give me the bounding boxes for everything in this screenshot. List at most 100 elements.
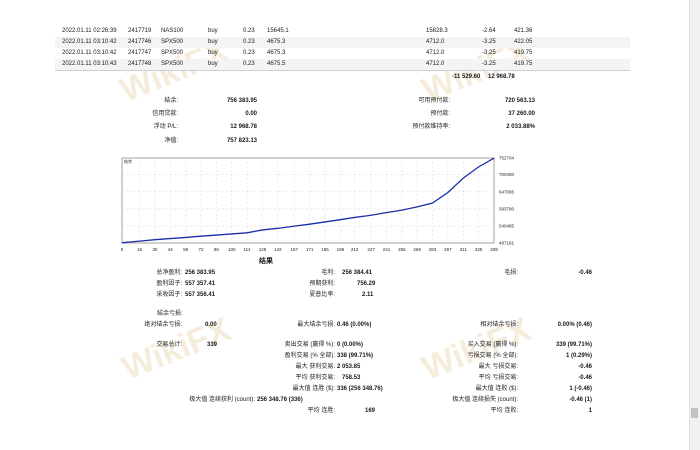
chart-data-point [200,235,202,237]
margin-value: 37 260.00 [508,111,535,117]
chart-x-tick-label: 142 [274,247,282,252]
gross-loss-value: -0.46 [578,270,592,276]
deal-type: buy [208,28,218,34]
avg-profit-label: 平均 获利交易: [295,375,335,381]
balance-label: 結余: [164,98,178,104]
chart-data-point [339,219,341,221]
expected-payoff-value: 756.29 [357,281,376,287]
max-consec-loss-value: -0.46 (1) [569,397,592,403]
deal-swap: -2.64 [482,28,496,34]
chart-data-point [354,216,356,218]
chart-data-point [370,214,372,216]
total-trades-label: 交易总计: [156,342,182,348]
avg-consec-losses-value: 1 [588,408,592,414]
gross-profit-value: 256 384.41 [342,270,373,276]
chart-y-tick-label: 540485 [499,223,515,228]
profit-factor-label: 盈利因子: [156,281,182,287]
results-title: 结果 [259,258,273,265]
chart-data-point [309,223,311,225]
deal-id: 2417719 [128,28,152,34]
vertical-scrollbar[interactable] [689,0,700,450]
deal-close-price: 4712.0 [426,61,445,67]
balance-chart: 0 16 30 44 58 72 86 100 114 128 142 157 171 185 199 212… [121,156,515,253]
chart-x-tick-label: 212 [351,247,359,252]
chart-data-point [432,202,434,204]
deal-time: 2022.01.11 03:10:42 [62,39,117,45]
margin-level-value: 2 033.88% [506,124,535,130]
chart-y-tick-label: 752704 [499,156,515,161]
total-net-profit-value: 256 383.95 [185,270,216,276]
avg-profit-value: 758.53 [342,375,361,381]
long-trades-label: 买入交易 (赢得 %): [467,342,518,348]
profit-trades-label: 盈利交易 (% 全部): [284,353,335,359]
avg-consec-wins-value: 169 [365,408,376,414]
recovery-factor-value: 557 356.41 [185,292,216,298]
rel-drawdown-value: 0.00% (0.46) [557,322,592,328]
max-drawdown-value: 0.46 (0.00%) [337,322,372,328]
chart-y-tick-label: 487181 [499,241,515,246]
floating-pl-label: 浮动 P/L: [153,124,178,130]
table-row: 2022.01.11 02:26:39 2417719 NAS100 buy 0… [55,26,630,37]
max-consec-profit-value: 256 348.76 (336) [257,397,303,403]
chart-x-tick-label: 157 [291,247,299,252]
chart-data-point [293,225,295,227]
chart-x-tick-label: 171 [306,247,314,252]
max-consec-losses-value: 1 (-0.46) [569,386,592,392]
deal-volume: 0.23 [243,39,255,45]
chart-x-tick-label: 86 [214,247,220,252]
chart-x-tick-label: 255 [398,247,406,252]
deal-swap: -3.25 [482,61,496,67]
chart-x-tick-label: 269 [413,247,421,252]
gross-loss-label: 毛损: [504,270,518,276]
chart-x-tick-label: 128 [259,247,267,252]
deal-close-price: 4712.0 [426,50,445,56]
watermark: WikiFX [416,310,536,388]
total-trades-value: 339 [207,342,218,348]
chart-x-tick-label: 16 [137,247,143,252]
largest-loss-value: -0.46 [578,364,592,370]
max-consec-loss-label: 极大值 连续损失 (count): [452,397,518,403]
chart-data-point [215,234,217,236]
deal-profit: 419.75 [514,61,533,67]
chart-data-point [261,229,263,231]
table-divider [55,70,630,71]
max-consec-losses-label: 最大值 连败 ($): [475,386,518,392]
margin-level-label: 预付款维持率: [412,124,450,130]
recovery-factor-label: 采收因子: [156,292,182,298]
deal-profit: 419.75 [514,50,533,56]
chart-y-tick-label: 647095 [499,189,515,194]
chart-x-tick-label: 283 [429,247,437,252]
deal-time: 2022.01.11 03:10:43 [62,61,117,67]
deal-type: buy [208,61,218,67]
expected-payoff-label: 预期获利: [309,281,335,287]
floating-pl-value: 12 968.78 [230,124,257,130]
chart-data-point [154,239,156,241]
deal-close-price: 4712.0 [426,39,445,45]
loss-trades-label: 亏损交易 (% 全部): [467,353,518,359]
deal-symbol: SPX500 [161,50,184,56]
deal-time: 2022.01.11 02:26:39 [62,28,117,34]
avg-consec-wins-label: 平均 连胜: [307,408,335,414]
deal-swap: -3.25 [482,39,496,45]
chart-data-point [478,166,480,168]
chart-x-tick-label: 44 [168,247,174,252]
chart-data-point [169,238,171,240]
chart-data-point [447,191,449,193]
chart-data-point [416,206,418,208]
deal-symbol: SPX500 [161,61,184,67]
scrollbar-thumb[interactable] [691,408,698,418]
chart-data-point [401,209,403,211]
chart-legend-label: 结余 [124,158,132,164]
deal-profit: 422.05 [514,39,533,45]
chart-data-point [462,177,464,179]
credit-label: 信用贷款: [152,111,178,117]
chart-x-tick-label: 297 [444,247,452,252]
chart-x-tick-label: 30 [152,247,158,252]
drawdown-header: 結余亏损: [157,311,183,317]
chart-data-point [185,236,187,238]
largest-profit-label: 最大 获利交易: [295,364,335,370]
table-row: 2022.01.11 03:10:42 2417746 SPX500 buy 0… [55,37,630,48]
chart-data-point [385,212,387,214]
profit-total: 12 968.78 [488,74,515,80]
chart-data-point [121,242,123,244]
